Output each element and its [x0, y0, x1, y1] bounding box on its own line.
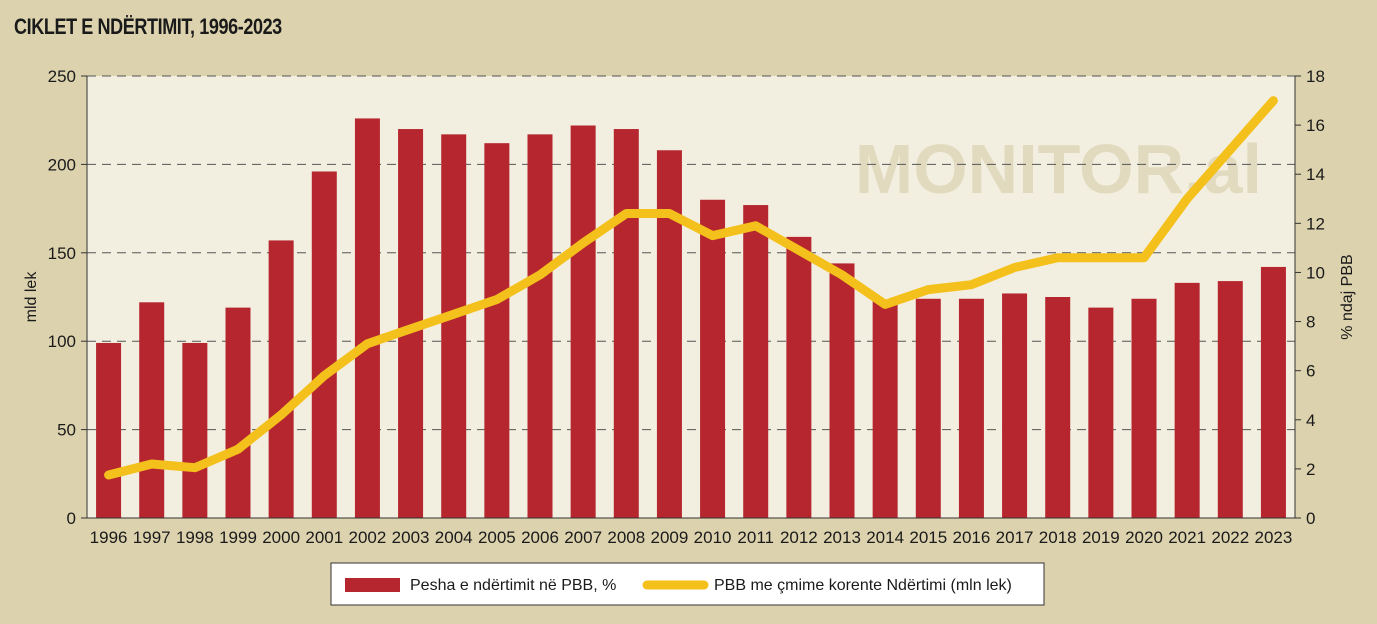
x-tick-label: 2013 [823, 528, 861, 547]
x-tick-label: 2007 [564, 528, 602, 547]
bar [354, 118, 380, 518]
x-tick-label: 2012 [780, 528, 818, 547]
x-tick-label: 1996 [90, 528, 128, 547]
bar [743, 205, 769, 518]
x-tick-label: 2020 [1125, 528, 1163, 547]
right-tick-label: 0 [1306, 509, 1315, 528]
x-tick-label: 2016 [953, 528, 991, 547]
right-tick-label: 10 [1306, 263, 1325, 282]
legend-line-label: PBB me çmime korente Ndërtimi (mln lek) [714, 577, 1012, 594]
right-tick-label: 6 [1306, 362, 1315, 381]
x-tick-label: 2021 [1168, 528, 1206, 547]
chart-title: CIKLET E NDËRTIMIT, 1996-2023 [14, 14, 282, 39]
bar [656, 150, 682, 519]
left-tick-label: 250 [48, 67, 76, 86]
bar [96, 342, 122, 518]
bar [1174, 282, 1200, 518]
right-tick-label: 2 [1306, 460, 1315, 479]
bar [268, 240, 294, 518]
bar [1217, 281, 1243, 518]
bar [225, 307, 251, 518]
bar [1045, 297, 1071, 518]
right-tick-label: 8 [1306, 313, 1315, 332]
x-tick-label: 2009 [651, 528, 689, 547]
left-tick-label: 50 [57, 421, 76, 440]
x-tick-label: 2017 [996, 528, 1034, 547]
x-tick-label: 2015 [909, 528, 947, 547]
x-tick-label: 2006 [521, 528, 559, 547]
bar [1260, 266, 1286, 518]
x-tick-label: 2004 [435, 528, 473, 547]
x-axis: 1996 1997 1998 1999 2000 2001 2002 2003 2004 2005… [87, 517, 1295, 547]
left-axis-label: mld lek [23, 271, 40, 323]
bar [484, 143, 510, 518]
bar [311, 171, 337, 519]
watermark: MONITOR.al [855, 130, 1262, 208]
right-tick-label: 4 [1306, 411, 1315, 430]
right-tick-label: 14 [1306, 165, 1325, 184]
line-series [104, 96, 1278, 480]
bar [1088, 307, 1114, 518]
bar [441, 134, 467, 518]
x-tick-label: 2023 [1255, 528, 1293, 547]
legend-bar-swatch [345, 578, 400, 592]
x-tick-label: 1998 [176, 528, 214, 547]
x-tick-label: 2018 [1039, 528, 1077, 547]
right-axis: 0 2 4 6 8 10 12 14 16 18 [1294, 67, 1325, 528]
left-tick-label: 100 [48, 332, 76, 351]
x-tick-label: 2001 [305, 528, 343, 547]
x-tick-label: 2005 [478, 528, 516, 547]
bar [872, 300, 898, 518]
right-tick-label: 16 [1306, 116, 1325, 135]
legend-bar-label: Pesha e ndërtimit në PBB, % [410, 577, 616, 594]
x-tick-label: 2010 [694, 528, 732, 547]
x-tick-label: 2008 [607, 528, 645, 547]
x-tick-label: 2000 [262, 528, 300, 547]
x-tick-label: 2014 [866, 528, 904, 547]
left-tick-label: 0 [67, 509, 76, 528]
left-tick-label: 200 [48, 155, 76, 174]
right-tick-label: 18 [1306, 67, 1325, 86]
bar [700, 199, 726, 518]
right-tick-label: 12 [1306, 214, 1325, 233]
bar [829, 263, 855, 518]
x-tick-label: 2019 [1082, 528, 1120, 547]
bar [958, 298, 984, 518]
line-path [104, 96, 1278, 480]
bar [1131, 298, 1157, 518]
bar [613, 129, 639, 519]
left-axis: 0 50 100 150 200 250 [48, 67, 88, 528]
x-tick-label: 2011 [737, 528, 774, 547]
bar [139, 302, 165, 518]
x-tick-label: 2022 [1211, 528, 1249, 547]
left-tick-label: 150 [48, 244, 76, 263]
bar-series [96, 118, 1286, 519]
bar [786, 236, 812, 518]
x-tick-label: 1997 [133, 528, 171, 547]
bar [915, 298, 941, 518]
bar [527, 134, 553, 518]
x-tick-label: 1999 [219, 528, 257, 547]
bar [570, 125, 596, 518]
x-tick-label: 2002 [349, 528, 387, 547]
legend: Pesha e ndërtimit në PBB, % PBB me çmime… [330, 562, 1045, 606]
right-axis-label: % ndaj PBB [1339, 254, 1356, 339]
bar [182, 342, 208, 518]
bar [1002, 293, 1028, 518]
x-tick-label: 2003 [392, 528, 430, 547]
